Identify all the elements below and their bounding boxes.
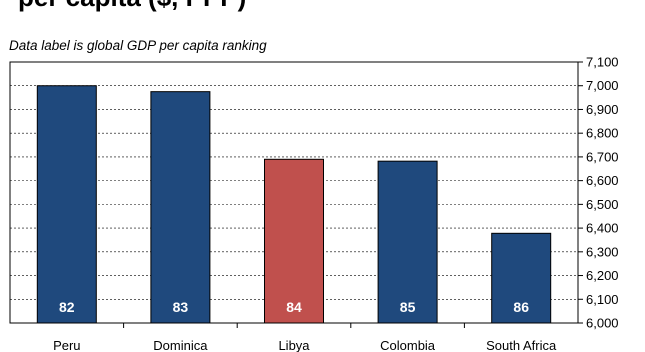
y-tick-label: 7,100 <box>586 55 619 70</box>
y-tick-label: 6,600 <box>586 173 619 188</box>
y-tick-label: 6,900 <box>586 102 619 117</box>
bar <box>150 91 211 324</box>
category-label: South Africa <box>486 338 557 352</box>
y-tick-label: 6,700 <box>586 149 619 164</box>
data-label: 83 <box>173 299 189 315</box>
y-tick-label: 6,300 <box>586 244 619 259</box>
chart-subtitle: Data label is global GDP per capita rank… <box>9 38 267 53</box>
bar <box>36 85 97 324</box>
chart-title: per capita ($, PPP) <box>18 0 246 10</box>
y-tick-label: 6,800 <box>586 126 619 141</box>
y-tick-label: 6,400 <box>586 221 619 236</box>
y-tick-label: 6,200 <box>586 268 619 283</box>
category-label: Dominica <box>153 338 208 352</box>
y-tick-label: 6,500 <box>586 197 619 212</box>
y-tick-label: 7,000 <box>586 78 619 93</box>
category-label: Peru <box>53 338 80 352</box>
data-label: 85 <box>400 299 416 315</box>
plot-frame <box>9 61 579 324</box>
data-label: 86 <box>513 299 529 315</box>
category-label: Colombia <box>380 338 436 352</box>
data-label: 82 <box>59 299 75 315</box>
y-tick-label: 6,000 <box>586 316 619 331</box>
y-tick-label: 6,100 <box>586 292 619 307</box>
bar <box>491 232 552 324</box>
data-label: 84 <box>286 299 302 315</box>
category-label: Libya <box>278 338 310 352</box>
bar <box>377 160 438 324</box>
bar <box>264 158 324 324</box>
